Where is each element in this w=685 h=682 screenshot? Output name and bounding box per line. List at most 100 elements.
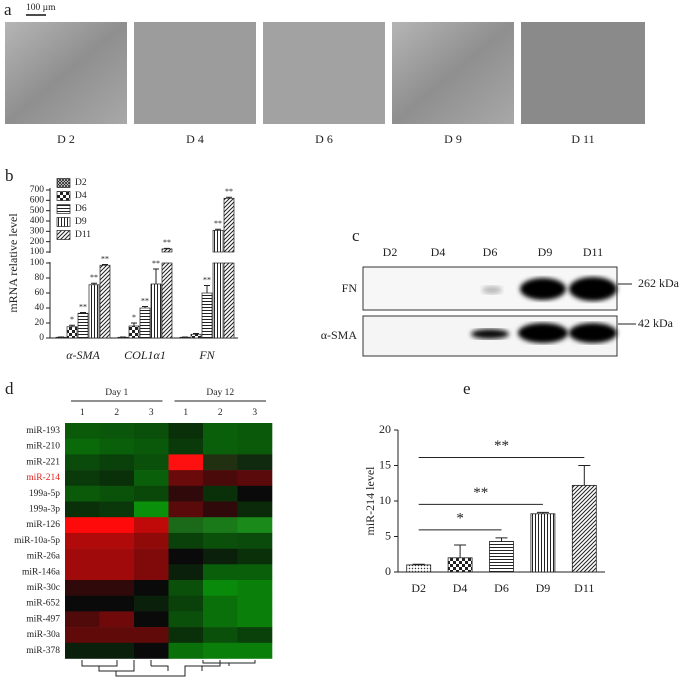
heatmap-cell bbox=[168, 580, 204, 596]
heatmap-cell bbox=[237, 485, 273, 502]
row-label: miR-126 bbox=[26, 520, 60, 530]
heatmap-cell bbox=[168, 564, 204, 581]
significance: ** bbox=[79, 302, 87, 311]
heatmap-cell bbox=[134, 438, 169, 455]
bar bbox=[201, 292, 213, 339]
legend-swatch bbox=[56, 191, 71, 201]
heatmap-cell bbox=[168, 532, 204, 549]
bar bbox=[190, 333, 202, 339]
lane-label: D2 bbox=[383, 245, 398, 259]
heatmap-cell bbox=[99, 423, 135, 439]
significance: ** bbox=[494, 438, 509, 454]
row-label: 199a-3p bbox=[29, 505, 60, 515]
heatmap-cell bbox=[65, 627, 100, 644]
column-label: 2 bbox=[114, 408, 119, 418]
heatmap-cell bbox=[99, 548, 135, 565]
heatmap-cell bbox=[237, 611, 273, 628]
heatmap-cell bbox=[237, 548, 273, 565]
heatmap-cell bbox=[65, 642, 100, 659]
heatmap-cell bbox=[99, 454, 135, 471]
heatmap-cell bbox=[168, 501, 204, 518]
heatmap-cell bbox=[99, 627, 135, 644]
heatmap-cell bbox=[99, 501, 135, 518]
y-tick-label: 0 bbox=[39, 333, 44, 343]
significance: * bbox=[70, 315, 74, 324]
x-tick-label: α-SMA bbox=[66, 348, 100, 362]
heatmap-cell bbox=[168, 438, 204, 455]
significance: ** bbox=[101, 254, 109, 263]
panel-letter: e bbox=[463, 379, 471, 398]
heatmap-cell bbox=[203, 485, 238, 502]
heatmap-cell bbox=[203, 438, 238, 455]
y-tick-label: 600 bbox=[30, 196, 45, 206]
bar bbox=[161, 248, 173, 253]
heatmap-cell bbox=[134, 580, 169, 596]
y-tick-label: 100 bbox=[30, 258, 45, 268]
heatmap-cell bbox=[65, 532, 100, 549]
error-bar bbox=[495, 537, 508, 542]
legend-swatch bbox=[56, 204, 71, 214]
heatmap-cell bbox=[203, 642, 238, 659]
bar bbox=[212, 262, 224, 339]
micrographs bbox=[5, 22, 645, 124]
error-bar bbox=[226, 196, 232, 199]
legend-label: D2 bbox=[75, 178, 87, 188]
row-label: miR-10a-5p bbox=[14, 536, 60, 546]
bar bbox=[139, 307, 151, 339]
significance: ** bbox=[163, 238, 171, 247]
error-bar bbox=[164, 247, 170, 249]
bar bbox=[223, 262, 235, 339]
micrograph bbox=[521, 22, 645, 124]
heatmap-cell bbox=[203, 532, 238, 549]
micrograph bbox=[392, 22, 514, 124]
band bbox=[520, 278, 566, 300]
bar bbox=[150, 283, 162, 339]
column-label: 3 bbox=[149, 408, 154, 418]
heatmap-cell bbox=[99, 595, 135, 612]
y-tick-label: 500 bbox=[30, 206, 45, 216]
heatmap-cell bbox=[168, 611, 204, 628]
heatmap-cell bbox=[65, 595, 100, 612]
significance: ** bbox=[225, 187, 233, 196]
heatmap-cell bbox=[203, 454, 238, 471]
heatmap-cell bbox=[237, 438, 273, 455]
heatmap-cell bbox=[134, 642, 169, 659]
legend-label: D9 bbox=[75, 217, 87, 227]
heatmap-cell bbox=[65, 548, 100, 565]
x-tick-label: D2 bbox=[411, 581, 426, 595]
heatmap-cell bbox=[203, 423, 238, 439]
y-tick-label: 100 bbox=[30, 247, 45, 257]
column-label: 2 bbox=[218, 408, 223, 418]
row-label: miR-221 bbox=[26, 457, 60, 467]
lane-label: D9 bbox=[538, 245, 553, 259]
y-tick-label: 700 bbox=[30, 185, 45, 195]
bar bbox=[88, 284, 100, 339]
heatmap-cell bbox=[134, 517, 169, 534]
bar bbox=[128, 325, 140, 339]
y-tick-label: 15 bbox=[379, 457, 391, 471]
heatmap-cell bbox=[65, 517, 100, 534]
x-tick-label: D9 bbox=[536, 581, 551, 595]
heatmap-cell bbox=[99, 642, 135, 659]
panel-letter: d bbox=[5, 379, 14, 398]
group-label: Day 12 bbox=[206, 388, 234, 398]
heatmap-cell bbox=[134, 627, 169, 644]
heatmap-cell bbox=[237, 532, 273, 549]
error-bar bbox=[80, 312, 86, 314]
error-bar bbox=[102, 264, 108, 266]
panel-letter: c bbox=[352, 226, 360, 245]
lane-label: D11 bbox=[583, 245, 603, 259]
heatmap-cell bbox=[65, 470, 100, 487]
heatmap-cell bbox=[237, 642, 273, 659]
heatmap-cell bbox=[134, 564, 169, 581]
bar bbox=[530, 513, 556, 573]
y-tick-label: 300 bbox=[30, 227, 45, 237]
row-label: miR-146a bbox=[22, 567, 61, 577]
heatmap-cell bbox=[99, 532, 135, 549]
error-bar bbox=[193, 333, 199, 335]
heatmap-cell bbox=[65, 454, 100, 471]
heatmap-cell bbox=[99, 485, 135, 502]
heatmap-cell bbox=[203, 517, 238, 534]
bar bbox=[489, 541, 514, 573]
